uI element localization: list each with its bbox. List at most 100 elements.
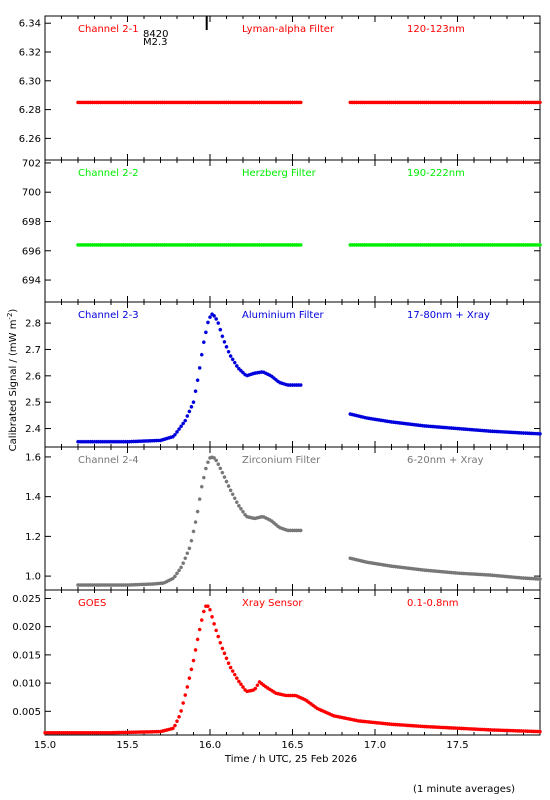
data-point bbox=[352, 413, 357, 417]
data-point bbox=[115, 100, 119, 105]
data-point bbox=[129, 439, 134, 444]
data-point bbox=[86, 243, 91, 247]
data-point bbox=[127, 243, 132, 247]
data-point bbox=[441, 725, 445, 730]
data-point bbox=[373, 100, 377, 105]
data-point bbox=[441, 425, 445, 430]
data-point bbox=[169, 100, 173, 105]
data-point bbox=[435, 425, 439, 429]
data-point bbox=[445, 243, 449, 247]
data-point bbox=[478, 572, 482, 577]
y-axis-label-main: Calibrated Signal / (mW m bbox=[8, 320, 19, 452]
data-point bbox=[241, 370, 245, 375]
data-point bbox=[383, 243, 388, 247]
data-point bbox=[521, 100, 526, 105]
data-point bbox=[463, 726, 468, 731]
data-point bbox=[216, 462, 221, 467]
data-point bbox=[455, 100, 460, 105]
data-point bbox=[253, 243, 258, 247]
y-tick-label: 6.26 bbox=[19, 134, 41, 145]
data-point bbox=[202, 340, 206, 345]
data-point bbox=[418, 567, 423, 572]
data-point bbox=[282, 693, 287, 697]
data-point bbox=[377, 243, 381, 247]
data-point bbox=[527, 729, 532, 734]
data-point bbox=[78, 243, 82, 247]
data-point bbox=[216, 243, 221, 247]
data-point bbox=[109, 439, 113, 444]
data-point bbox=[360, 100, 365, 105]
data-point bbox=[113, 583, 117, 587]
y-tick-label: 6.34 bbox=[19, 19, 41, 30]
data-point bbox=[418, 724, 423, 729]
data-point bbox=[461, 243, 466, 247]
data-point bbox=[319, 708, 324, 713]
data-point bbox=[164, 243, 169, 247]
data-point bbox=[459, 100, 464, 105]
data-point bbox=[280, 100, 284, 105]
data-point bbox=[513, 728, 518, 733]
data-point bbox=[177, 100, 181, 105]
data-point bbox=[276, 243, 280, 247]
data-point bbox=[414, 423, 419, 427]
data-point bbox=[107, 583, 111, 587]
data-point bbox=[222, 475, 227, 479]
data-point bbox=[261, 683, 266, 687]
data-point bbox=[511, 430, 515, 435]
data-point bbox=[263, 684, 268, 689]
data-point bbox=[490, 728, 495, 732]
filter-label: Herzberg Filter bbox=[242, 168, 317, 179]
data-point bbox=[119, 243, 124, 247]
data-point bbox=[232, 360, 237, 365]
data-point bbox=[505, 574, 509, 579]
data-point bbox=[146, 439, 150, 443]
data-series-1 bbox=[76, 100, 303, 105]
data-point bbox=[253, 516, 258, 521]
data-point bbox=[391, 420, 396, 425]
data-point bbox=[536, 100, 540, 105]
data-point bbox=[486, 728, 491, 732]
data-point bbox=[449, 243, 454, 247]
data-point bbox=[199, 352, 204, 357]
data-point bbox=[257, 680, 262, 684]
data-point bbox=[470, 572, 474, 576]
data-point bbox=[84, 243, 89, 247]
data-series-2 bbox=[348, 556, 542, 581]
data-point bbox=[175, 571, 179, 576]
data-point bbox=[278, 380, 282, 385]
data-point bbox=[171, 243, 175, 247]
data-point bbox=[90, 243, 95, 247]
data-point bbox=[272, 243, 276, 247]
data-point bbox=[430, 424, 435, 429]
data-point bbox=[160, 581, 165, 585]
data-point bbox=[529, 431, 534, 436]
data-point bbox=[404, 243, 408, 247]
data-point bbox=[255, 243, 260, 247]
data-point bbox=[437, 243, 441, 247]
data-point bbox=[82, 243, 86, 247]
x-tick-label: 17.0 bbox=[364, 740, 386, 751]
data-point bbox=[373, 417, 377, 422]
data-point bbox=[457, 243, 462, 247]
data-point bbox=[107, 439, 111, 444]
data-point bbox=[208, 315, 212, 319]
data-point bbox=[96, 439, 101, 444]
data-point bbox=[515, 243, 520, 247]
data-point bbox=[268, 373, 272, 378]
data-point bbox=[146, 582, 150, 587]
data-point bbox=[222, 243, 227, 247]
data-point bbox=[360, 719, 365, 724]
data-point bbox=[375, 100, 379, 105]
data-point bbox=[400, 723, 404, 727]
data-point bbox=[418, 423, 423, 428]
data-point bbox=[453, 243, 458, 247]
data-point bbox=[474, 572, 478, 577]
data-point bbox=[303, 697, 307, 702]
data-point bbox=[521, 243, 526, 247]
data-point bbox=[138, 730, 142, 734]
data-point bbox=[117, 583, 122, 587]
data-point bbox=[532, 243, 536, 247]
data-point bbox=[437, 425, 441, 429]
data-point bbox=[179, 100, 183, 105]
data-point bbox=[523, 576, 528, 581]
